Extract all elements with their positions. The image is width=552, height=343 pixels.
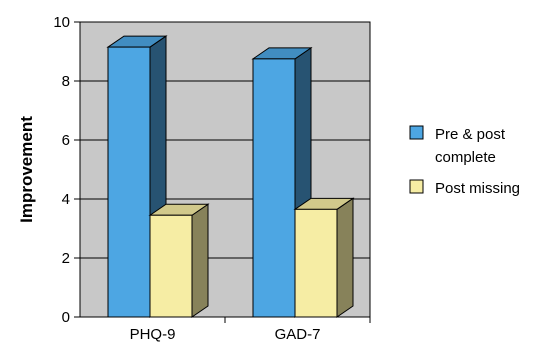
legend-label: Pre & post <box>435 126 506 143</box>
legend: Pre & post complete Post missing <box>409 125 520 197</box>
legend-swatch <box>409 179 424 194</box>
bar-front <box>107 46 151 318</box>
y-axis-title: Improvement <box>17 116 36 223</box>
bar-front <box>149 214 193 318</box>
y-tick-label: 2 <box>62 250 70 267</box>
x-tick-label: PHQ-9 <box>130 326 176 343</box>
y-tick-label: 4 <box>62 191 70 208</box>
bar-phq9-series-2 <box>148 203 210 318</box>
legend-swatch <box>409 125 424 140</box>
y-tick-labels: 0 2 4 6 8 10 <box>53 14 70 326</box>
bars <box>106 35 355 318</box>
y-tick-label: 10 <box>53 14 70 31</box>
y-tick-label: 8 <box>62 73 70 90</box>
y-tick-label: 6 <box>62 132 70 149</box>
legend-label: Post missing <box>435 180 520 197</box>
bar-side <box>336 197 354 318</box>
bar-side <box>191 203 209 318</box>
x-tick-labels: PHQ-9 GAD-7 <box>130 326 321 343</box>
bar-front <box>252 58 296 318</box>
x-tick-label: GAD-7 <box>275 326 321 343</box>
legend-label: complete <box>435 149 496 166</box>
y-tick-label: 0 <box>62 309 70 326</box>
axes <box>79 22 371 323</box>
bar-front <box>294 208 338 318</box>
bar-gad7-series-2 <box>293 197 355 318</box>
